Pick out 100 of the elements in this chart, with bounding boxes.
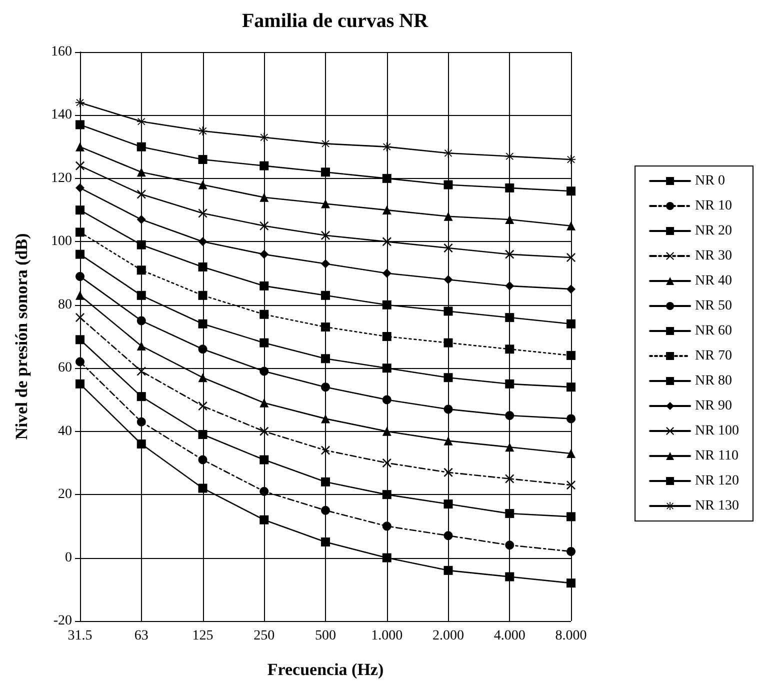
point bbox=[198, 237, 208, 246]
point bbox=[198, 402, 208, 411]
point bbox=[321, 199, 330, 208]
point bbox=[198, 180, 208, 190]
legend-label: NR 20 bbox=[695, 224, 732, 238]
point bbox=[136, 117, 146, 126]
point bbox=[321, 259, 330, 268]
point bbox=[136, 266, 146, 275]
point bbox=[444, 404, 453, 414]
point bbox=[321, 382, 330, 392]
point bbox=[198, 262, 208, 272]
point bbox=[505, 183, 514, 192]
point bbox=[321, 506, 330, 515]
point bbox=[260, 515, 269, 524]
point bbox=[382, 174, 392, 183]
point bbox=[382, 395, 392, 404]
point bbox=[321, 477, 330, 486]
point bbox=[444, 500, 453, 509]
point bbox=[444, 436, 453, 446]
point bbox=[76, 228, 84, 237]
point bbox=[136, 142, 146, 152]
point bbox=[198, 154, 208, 164]
point bbox=[566, 512, 576, 522]
point bbox=[566, 221, 576, 230]
point bbox=[136, 439, 146, 448]
point bbox=[505, 442, 514, 452]
point bbox=[566, 350, 576, 360]
x-tick-label: 31.5 bbox=[68, 628, 92, 644]
point bbox=[566, 154, 576, 164]
legend-label: NR 10 bbox=[695, 198, 732, 214]
point bbox=[321, 230, 330, 240]
point bbox=[444, 180, 453, 190]
point bbox=[198, 290, 208, 300]
point bbox=[136, 215, 146, 224]
x-tick-label: 2.000 bbox=[432, 628, 464, 644]
point bbox=[444, 373, 453, 382]
point bbox=[566, 382, 576, 392]
point bbox=[76, 272, 84, 281]
y-tick-label: 80 bbox=[58, 297, 72, 312]
point bbox=[505, 379, 514, 388]
point bbox=[321, 290, 330, 300]
legend-label: NR 50 bbox=[695, 298, 732, 314]
point bbox=[505, 474, 514, 484]
point bbox=[321, 414, 330, 424]
y-tick-label: 40 bbox=[58, 424, 72, 439]
point bbox=[76, 357, 84, 366]
point bbox=[136, 366, 146, 376]
y-tick-label: 120 bbox=[51, 170, 72, 186]
x-tick-label: 1.000 bbox=[371, 628, 403, 644]
point bbox=[198, 455, 208, 464]
point bbox=[566, 186, 576, 196]
point bbox=[260, 398, 269, 408]
legend-label: NR 90 bbox=[695, 398, 732, 414]
y-tick-label: 20 bbox=[58, 487, 72, 502]
point bbox=[444, 148, 453, 158]
x-axis-title: Frecuencia (Hz) bbox=[267, 660, 384, 679]
point bbox=[382, 426, 392, 436]
y-tick-label: 100 bbox=[51, 234, 72, 250]
point bbox=[382, 522, 392, 531]
x-tick-label: 4.000 bbox=[494, 628, 526, 644]
x-tick-label: 125 bbox=[192, 628, 214, 644]
y-tick-label: 60 bbox=[58, 360, 72, 376]
point bbox=[260, 250, 269, 259]
x-tick-label: 250 bbox=[254, 628, 275, 644]
point bbox=[444, 566, 453, 575]
point bbox=[260, 426, 269, 436]
y-tick-label: 160 bbox=[51, 44, 72, 60]
point bbox=[76, 335, 84, 344]
point bbox=[505, 572, 514, 582]
point bbox=[321, 446, 330, 455]
point bbox=[198, 484, 208, 493]
point bbox=[321, 537, 330, 546]
y-tick-label: 0 bbox=[65, 550, 72, 566]
legend-label: NR 110 bbox=[695, 448, 738, 464]
point bbox=[321, 168, 330, 177]
point bbox=[136, 316, 146, 326]
point bbox=[260, 310, 269, 319]
x-tick-label: 500 bbox=[315, 628, 336, 644]
point bbox=[260, 338, 269, 348]
point bbox=[76, 120, 84, 130]
point bbox=[505, 509, 514, 518]
point bbox=[444, 243, 453, 252]
legend-label: NR 130 bbox=[695, 498, 740, 514]
point bbox=[382, 142, 392, 152]
point bbox=[321, 139, 330, 148]
point bbox=[382, 553, 392, 562]
point bbox=[566, 319, 576, 328]
x-tick-label: 8.000 bbox=[555, 628, 587, 644]
point bbox=[505, 540, 514, 550]
point bbox=[505, 281, 514, 290]
legend-label: NR 30 bbox=[695, 248, 732, 264]
point bbox=[136, 168, 146, 177]
point bbox=[260, 161, 269, 170]
point bbox=[136, 240, 146, 250]
point bbox=[382, 458, 392, 468]
point bbox=[76, 142, 84, 152]
point bbox=[136, 290, 146, 300]
point bbox=[321, 322, 330, 332]
legend-label: NR 40 bbox=[695, 274, 732, 288]
point bbox=[76, 250, 84, 259]
